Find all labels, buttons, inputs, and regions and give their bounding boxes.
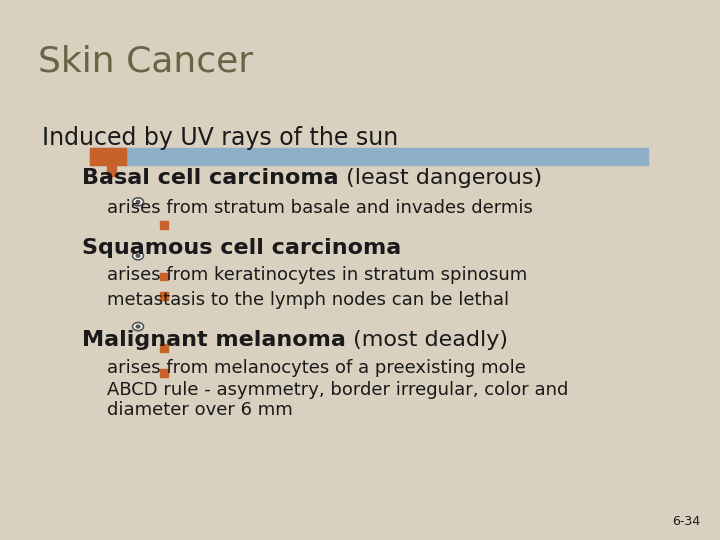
Text: Skin Cancer: Skin Cancer [38, 45, 253, 79]
Bar [107, 166, 117, 176]
Circle shape [136, 325, 140, 328]
Bar [90, 148, 126, 165]
Circle shape [132, 252, 143, 260]
Bar [160, 292, 168, 300]
Bar [160, 273, 168, 280]
Bar [160, 221, 168, 229]
Circle shape [132, 322, 143, 330]
Text: ABCD rule - asymmetry, border irregular, color and
diameter over 6 mm: ABCD rule - asymmetry, border irregular,… [107, 381, 568, 420]
Circle shape [136, 254, 140, 257]
Text: arises from melanocytes of a preexisting mole: arises from melanocytes of a preexisting… [107, 359, 526, 377]
Text: metastasis to the lymph nodes can be lethal: metastasis to the lymph nodes can be let… [107, 291, 509, 309]
Text: arises from stratum basale and invades dermis: arises from stratum basale and invades d… [107, 199, 533, 217]
Text: Malignant melanoma: Malignant melanoma [82, 330, 346, 350]
Bar [160, 369, 168, 377]
Circle shape [136, 200, 140, 203]
Circle shape [132, 198, 143, 206]
Text: Induced by UV rays of the sun: Induced by UV rays of the sun [42, 126, 398, 150]
Text: (least dangerous): (least dangerous) [338, 168, 541, 188]
Text: Basal cell carcinoma: Basal cell carcinoma [82, 168, 338, 188]
Text: Squamous cell carcinoma: Squamous cell carcinoma [82, 238, 401, 258]
Bar [90, 148, 648, 165]
Bar [160, 345, 168, 352]
Text: 6-34: 6-34 [672, 515, 700, 528]
Text: (most deadly): (most deadly) [346, 330, 508, 350]
Text: arises from keratinocytes in stratum spinosum: arises from keratinocytes in stratum spi… [107, 266, 527, 284]
